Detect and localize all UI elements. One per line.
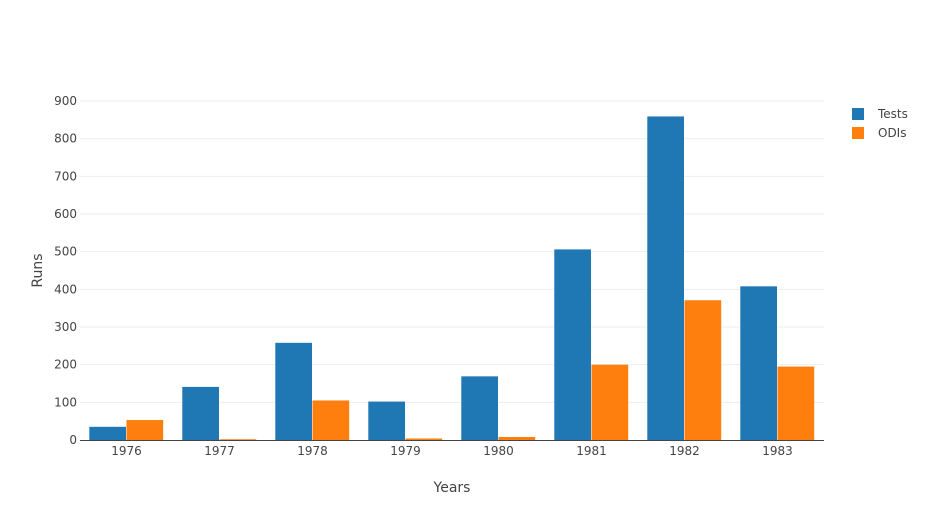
bar-odis-1983[interactable] xyxy=(777,366,815,440)
y-axis-title: Runs xyxy=(30,253,46,287)
y-tick-label: 200 xyxy=(54,358,77,372)
x-axis-ticks: 1976 1977 1978 1979 1980 1981 1982 1983 xyxy=(111,444,793,458)
bar-tests-1977[interactable] xyxy=(182,386,219,440)
x-tick-label: 1979 xyxy=(390,444,421,458)
bar-odis-1979[interactable] xyxy=(405,438,443,440)
y-tick-label: 100 xyxy=(54,395,77,409)
y-tick-label: 600 xyxy=(54,207,77,221)
bar-odis-1980[interactable] xyxy=(498,436,536,440)
y-tick-label: 0 xyxy=(69,433,77,447)
x-tick-label: 1976 xyxy=(111,444,142,458)
bar-odis-1978[interactable] xyxy=(312,400,350,440)
y-tick-label: 500 xyxy=(54,245,77,259)
y-tick-label: 400 xyxy=(54,282,77,296)
bars xyxy=(89,116,815,441)
x-tick-label: 1980 xyxy=(483,444,514,458)
bar-odis-1982[interactable] xyxy=(684,300,722,440)
bar-tests-1980[interactable] xyxy=(461,376,498,440)
bar-tests-1982[interactable] xyxy=(647,116,684,441)
x-axis-title: Years xyxy=(433,480,471,496)
x-tick-label: 1982 xyxy=(669,444,700,458)
bar-tests-1976[interactable] xyxy=(89,426,126,440)
bar-tests-1981[interactable] xyxy=(554,249,591,440)
legend-label: ODIs xyxy=(878,126,906,140)
legend-item-tests[interactable]: Tests xyxy=(852,107,908,121)
grid-lines xyxy=(80,100,824,403)
bar-tests-1978[interactable] xyxy=(275,342,312,440)
y-tick-label: 700 xyxy=(54,169,77,183)
bar-tests-1979[interactable] xyxy=(368,401,405,440)
y-tick-label: 900 xyxy=(54,94,77,108)
legend-item-odis[interactable]: ODIs xyxy=(852,126,906,140)
x-tick-label: 1978 xyxy=(297,444,328,458)
legend-swatch xyxy=(852,108,864,120)
bar-odis-1977[interactable] xyxy=(219,439,257,440)
y-tick-label: 300 xyxy=(54,320,77,334)
bar-tests-1983[interactable] xyxy=(740,286,777,440)
bar-odis-1976[interactable] xyxy=(126,420,164,440)
y-tick-label: 800 xyxy=(54,132,77,146)
x-tick-label: 1981 xyxy=(576,444,607,458)
legend[interactable]: Tests ODIs xyxy=(852,107,908,140)
legend-swatch xyxy=(852,127,864,139)
y-axis-ticks: 0 100 200 300 400 500 600 700 800 900 xyxy=(54,94,77,447)
x-tick-label: 1977 xyxy=(204,444,235,458)
x-tick-label: 1983 xyxy=(762,444,793,458)
bar-odis-1981[interactable] xyxy=(591,364,629,440)
legend-label: Tests xyxy=(877,107,908,121)
